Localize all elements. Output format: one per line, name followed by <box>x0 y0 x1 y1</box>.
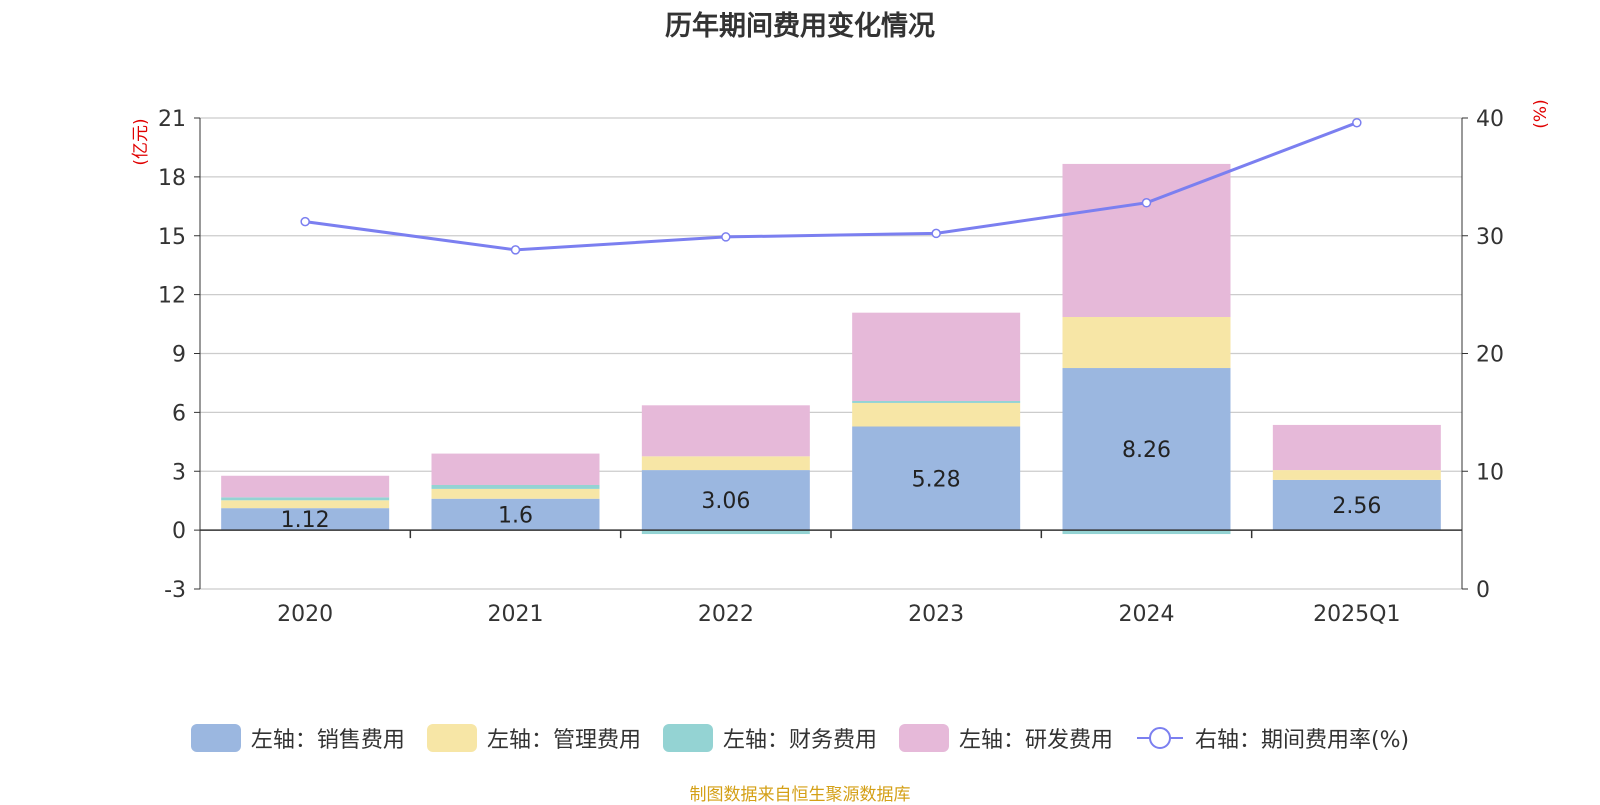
category-label: 2023 <box>908 602 964 627</box>
legend-item-sales[interactable]: 左轴：销售费用 <box>190 722 405 754</box>
left-tick-label: 0 <box>172 519 186 544</box>
bar-segment-finance <box>1062 530 1231 535</box>
right-tick-label: 40 <box>1476 107 1504 132</box>
bar-segment-rnd <box>431 453 600 485</box>
category-label: 2020 <box>277 602 333 627</box>
expense-rate-line <box>304 121 1358 252</box>
category-label: 2021 <box>488 602 544 627</box>
left-tick-label: -3 <box>164 578 186 603</box>
bar-segment-finance <box>431 484 600 489</box>
left-tick-label: 18 <box>158 166 186 191</box>
bar-segment-admin <box>852 402 1021 427</box>
bar-segment-rnd <box>852 312 1021 401</box>
legend-label-finance: 左轴：财务费用 <box>722 728 877 753</box>
left-axis-unit-label: (亿元) <box>131 118 151 165</box>
legend-swatch-sales <box>190 724 241 752</box>
bar-segment-admin <box>431 488 600 499</box>
data-label-sales: 2.56 <box>1332 494 1381 519</box>
left-tick-label: 9 <box>172 343 186 368</box>
expense-rate-point <box>300 216 310 227</box>
bar-segment-sales <box>1272 479 1441 531</box>
legend-label-rnd: 左轴：研发费用 <box>958 728 1113 753</box>
legend-item-admin[interactable]: 左轴：管理费用 <box>426 722 641 754</box>
legend: 左轴：销售费用 左轴：管理费用 左轴：财务费用 左轴：研发费用 右轴：期间费用率… <box>0 722 1600 754</box>
bar-segment-finance <box>641 530 810 535</box>
left-tick-label: 6 <box>172 401 186 426</box>
bar-segment-admin <box>1272 470 1441 480</box>
right-axis-unit-label: (%) <box>1531 99 1551 128</box>
expense-rate-point <box>931 228 941 239</box>
left-tick-label: 15 <box>158 225 186 250</box>
expense-rate-point <box>1141 198 1152 208</box>
legend-swatch-finance <box>662 724 713 752</box>
bar-segment-finance <box>852 400 1021 403</box>
bar-segment-rnd <box>1272 424 1441 471</box>
bar-segment-admin <box>221 500 390 509</box>
bar-segment-rnd <box>1062 163 1231 317</box>
data-label-sales: 1.6 <box>498 503 533 528</box>
bar-segment-finance <box>221 497 390 501</box>
category-label: 2022 <box>698 602 754 627</box>
legend-line-swatch-icon <box>1136 727 1183 749</box>
expense-rate-point <box>1352 117 1362 128</box>
bar-segment-admin <box>1062 316 1231 369</box>
legend-item-finance[interactable]: 左轴：财务费用 <box>662 722 877 754</box>
legend-label-sales: 左轴：销售费用 <box>250 728 405 753</box>
data-label-sales: 8.26 <box>1122 438 1171 463</box>
category-label: 2024 <box>1119 602 1175 627</box>
category-label: 2025Q1 <box>1313 602 1400 627</box>
legend-label-admin: 左轴：管理费用 <box>486 728 641 753</box>
expense-rate-point <box>510 245 521 255</box>
expense-rate-point <box>721 232 731 242</box>
right-tick-label: 10 <box>1476 460 1504 485</box>
bar-segment-sales <box>431 498 600 531</box>
right-tick-label: 20 <box>1476 343 1504 368</box>
bar-segment-sales <box>221 508 390 531</box>
data-label-sales: 1.12 <box>281 508 330 533</box>
data-label-sales: 5.28 <box>912 467 961 492</box>
legend-item-rnd[interactable]: 左轴：研发费用 <box>898 722 1113 754</box>
legend-swatch-rnd <box>898 724 949 752</box>
right-tick-label: 0 <box>1476 578 1490 603</box>
chart-title: 历年期间费用变化情况 <box>665 11 935 42</box>
source-note: 制图数据来自恒生聚源数据库 <box>689 785 911 805</box>
bar-segment-sales <box>641 470 810 531</box>
bar-segment-rnd <box>641 405 810 457</box>
left-tick-label: 3 <box>172 460 186 485</box>
left-tick-label: 12 <box>158 284 186 309</box>
bar-segment-rnd <box>221 475 390 498</box>
legend-label-expense-rate: 右轴：期间费用率(%) <box>1194 728 1410 753</box>
bar-segment-admin <box>641 456 810 471</box>
legend-swatch-admin <box>426 724 477 752</box>
bar-segment-sales <box>852 426 1021 531</box>
data-label-sales: 3.06 <box>701 489 750 514</box>
left-tick-label: 21 <box>158 107 186 132</box>
right-tick-label: 30 <box>1476 225 1504 250</box>
legend-item-expense-rate[interactable]: 右轴：期间费用率(%) <box>1135 722 1409 754</box>
bar-segment-sales <box>1062 368 1231 531</box>
